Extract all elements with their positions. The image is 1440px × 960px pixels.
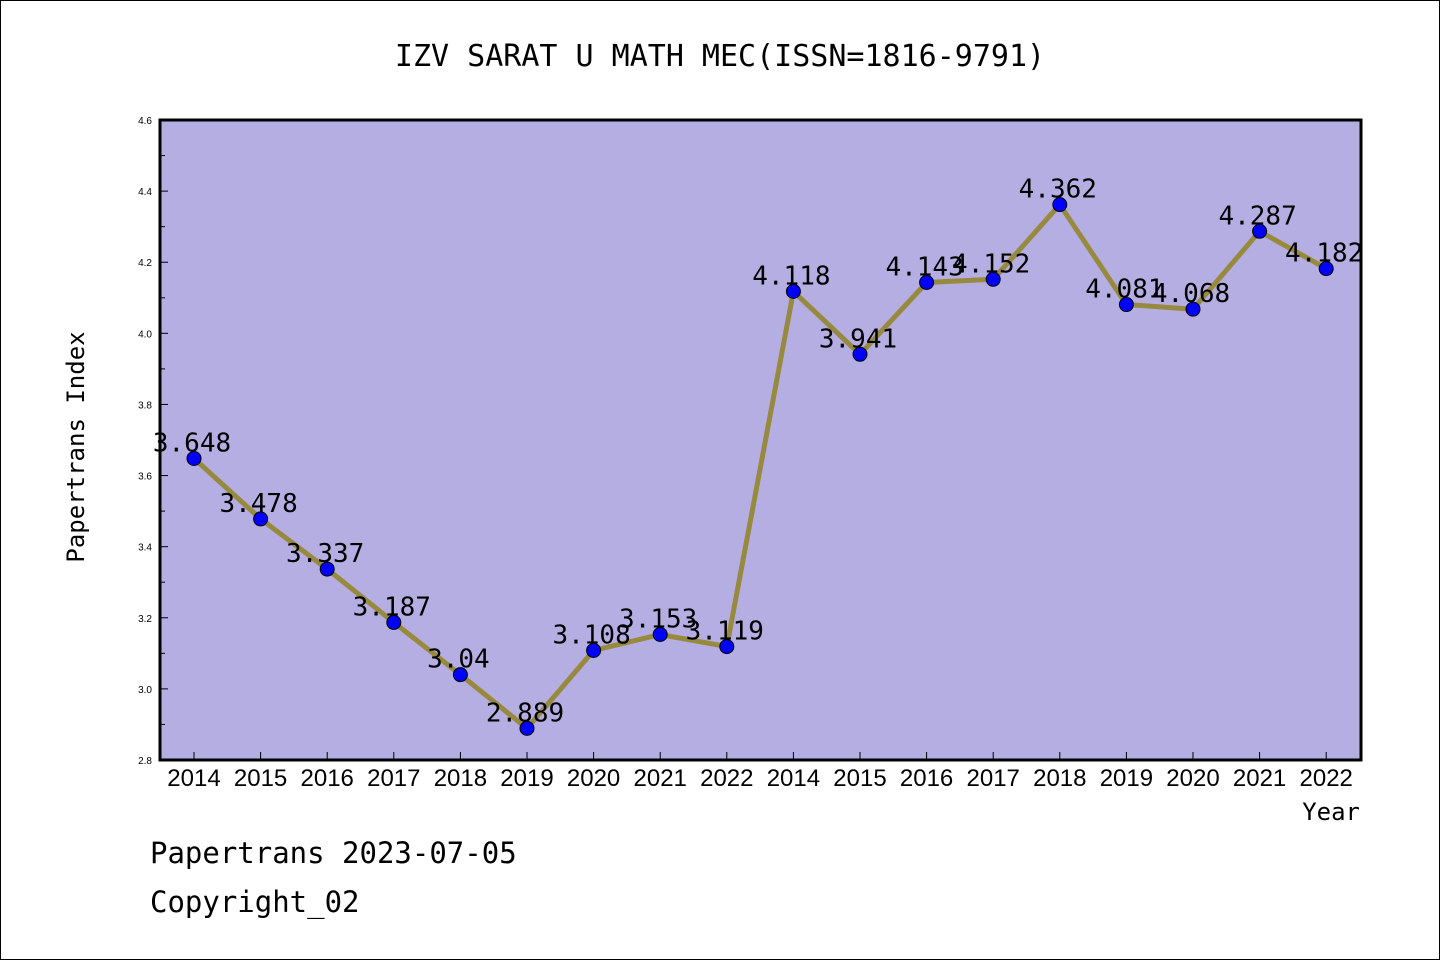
x-tick-label: 2022 (1300, 765, 1353, 792)
x-tick-label: 2018 (434, 765, 487, 792)
y-tick-label: 2.8 (138, 756, 152, 767)
data-label: 3.941 (819, 324, 897, 354)
y-tick-label: 4.2 (138, 258, 152, 269)
x-tick-label: 2020 (1166, 765, 1219, 792)
data-point (852, 346, 868, 362)
x-tick-label: 2015 (234, 765, 287, 792)
x-axis-title: Year (1302, 798, 1360, 826)
footer-copyright: Copyright_02 (150, 885, 360, 919)
data-label: 3.648 (153, 428, 231, 458)
y-tick-label: 3.2 (138, 614, 152, 625)
x-tick-label: 2018 (1033, 765, 1086, 792)
data-label: 4.152 (952, 249, 1030, 279)
y-tick-label: 4.0 (138, 329, 152, 340)
x-tick-label: 2022 (700, 765, 753, 792)
data-point (519, 720, 535, 736)
series-papertrans-index: 3.6483.4783.3373.1873.042.8893.1083.1533… (153, 175, 1363, 736)
data-point (186, 450, 202, 466)
data-point (586, 642, 602, 658)
y-axis: 2.8 3.0 3.2 3.4 3.6 3.8 4.0 4.2 4.4 4.6 (138, 116, 168, 767)
y-tick-label: 3.4 (138, 543, 152, 554)
data-point (785, 283, 801, 299)
data-label: 3.04 (427, 645, 490, 675)
data-label: 4.182 (1285, 239, 1363, 269)
data-label: 2.889 (486, 698, 564, 728)
footer-date: Papertrans 2023-07-05 (150, 836, 517, 870)
data-point (386, 614, 402, 630)
data-point (1318, 261, 1334, 277)
data-label: 4.068 (1152, 279, 1230, 309)
data-point (919, 274, 935, 290)
data-label: 3.119 (686, 617, 764, 647)
plot-area (158, 118, 1363, 762)
y-tick-label: 3.0 (138, 685, 152, 696)
chart-title: IZV SARAT U MATH MEC(ISSN=1816-9791) (395, 39, 1045, 74)
x-tick-label: 2021 (1233, 765, 1286, 792)
data-point (652, 626, 668, 642)
x-tick-label: 2016 (301, 765, 354, 792)
data-point (719, 639, 735, 655)
data-label: 4.287 (1218, 201, 1296, 231)
data-point (985, 271, 1001, 287)
y-tick-label: 3.8 (138, 400, 152, 411)
data-point (1252, 223, 1268, 239)
x-tick-label: 2015 (833, 765, 886, 792)
x-tick-label: 2017 (367, 765, 420, 792)
x-tick-label: 2019 (500, 765, 553, 792)
data-point (1118, 297, 1134, 313)
data-label: 4.143 (885, 252, 963, 282)
x-tick-label: 2014 (167, 765, 220, 792)
data-point (319, 561, 335, 577)
data-label: 3.153 (619, 604, 697, 634)
x-tick-label: 2014 (767, 765, 820, 792)
data-label: 4.118 (752, 261, 830, 291)
x-tick-label: 2020 (567, 765, 620, 792)
x-axis: 2014 2015 2016 2017 2018 2019 2020 2021 2022 2014… (167, 752, 1353, 792)
data-point (253, 511, 269, 527)
data-label: 4.081 (1085, 275, 1163, 305)
y-tick-label: 4.4 (138, 187, 152, 198)
x-tick-label: 2016 (900, 765, 953, 792)
data-label: 3.187 (353, 592, 431, 622)
data-label: 3.337 (286, 539, 364, 569)
data-point (452, 667, 468, 683)
data-label: 3.478 (219, 489, 297, 519)
data-point (1052, 197, 1068, 213)
data-label: 3.108 (552, 620, 630, 650)
y-tick-label: 4.6 (138, 116, 152, 127)
x-tick-label: 2017 (967, 765, 1020, 792)
x-tick-label: 2019 (1100, 765, 1153, 792)
y-tick-label: 3.6 (138, 472, 152, 483)
y-axis-title: Papertrans Index (62, 331, 90, 562)
series-line (192, 202, 1328, 731)
x-tick-label: 2021 (634, 765, 687, 792)
data-label: 4.362 (1019, 175, 1097, 205)
data-point (1185, 301, 1201, 317)
